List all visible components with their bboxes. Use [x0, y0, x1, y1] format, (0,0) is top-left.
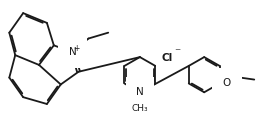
- Text: +: +: [73, 44, 79, 53]
- Text: O: O: [223, 78, 232, 88]
- Text: N: N: [69, 47, 76, 57]
- Text: ⁻: ⁻: [174, 47, 181, 60]
- Text: CH₃: CH₃: [132, 104, 148, 113]
- Text: O: O: [222, 78, 231, 88]
- Text: N: N: [136, 87, 144, 97]
- Text: Cl: Cl: [162, 53, 173, 63]
